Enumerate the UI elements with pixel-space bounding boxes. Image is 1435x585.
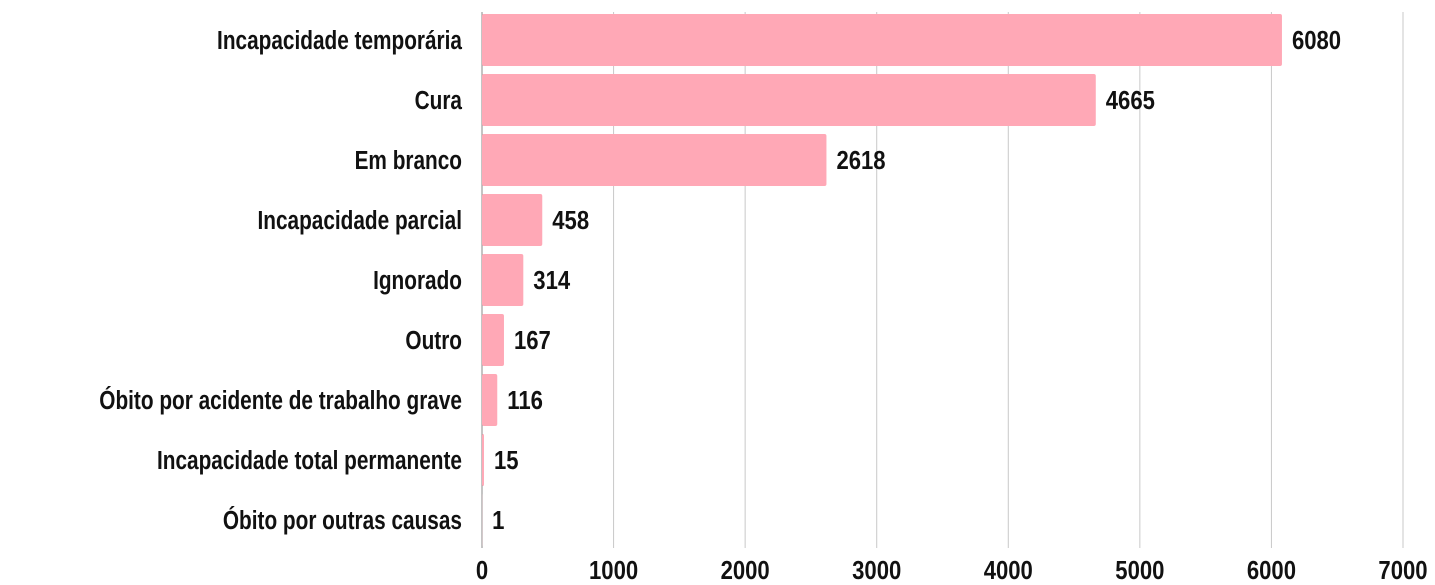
y-tick-label: Incapacidade temporária: [217, 26, 463, 55]
bar: [482, 134, 827, 186]
bar: [482, 374, 498, 426]
value-label: 15: [494, 446, 519, 475]
x-tick-label: 3000: [852, 556, 901, 585]
y-tick-label: Óbito por acidente de trabalho grave: [99, 385, 462, 415]
bar: [482, 434, 484, 486]
bar: [482, 74, 1096, 126]
x-tick-label: 1000: [589, 556, 638, 585]
y-tick-label: Óbito por outras causas: [223, 505, 462, 535]
value-label: 6080: [1292, 26, 1341, 55]
value-label: 4665: [1106, 86, 1155, 115]
x-tick-label: 7000: [1378, 556, 1427, 585]
x-tick-label: 2000: [721, 556, 770, 585]
value-label: 1: [492, 506, 504, 535]
y-tick-label: Incapacidade total permanente: [157, 446, 462, 475]
y-tick-label: Em branco: [355, 146, 462, 175]
y-tick-label: Incapacidade parcial: [257, 206, 462, 235]
x-tick-label: 0: [476, 556, 488, 585]
value-label: 167: [514, 326, 551, 355]
bar: [482, 194, 543, 246]
x-tick-label: 4000: [984, 556, 1033, 585]
y-tick-label: Cura: [415, 86, 463, 115]
bar: [482, 314, 504, 366]
bar: [482, 254, 524, 306]
value-label: 116: [507, 386, 543, 415]
y-tick-label: Outro: [405, 326, 462, 355]
bar: [482, 14, 1282, 66]
value-label: 314: [533, 266, 570, 295]
value-label: 458: [552, 206, 589, 235]
x-tick-label: 5000: [1115, 556, 1164, 585]
y-tick-label: Ignorado: [373, 266, 462, 295]
x-tick-label: 6000: [1247, 556, 1296, 585]
value-label: 2618: [836, 146, 885, 175]
